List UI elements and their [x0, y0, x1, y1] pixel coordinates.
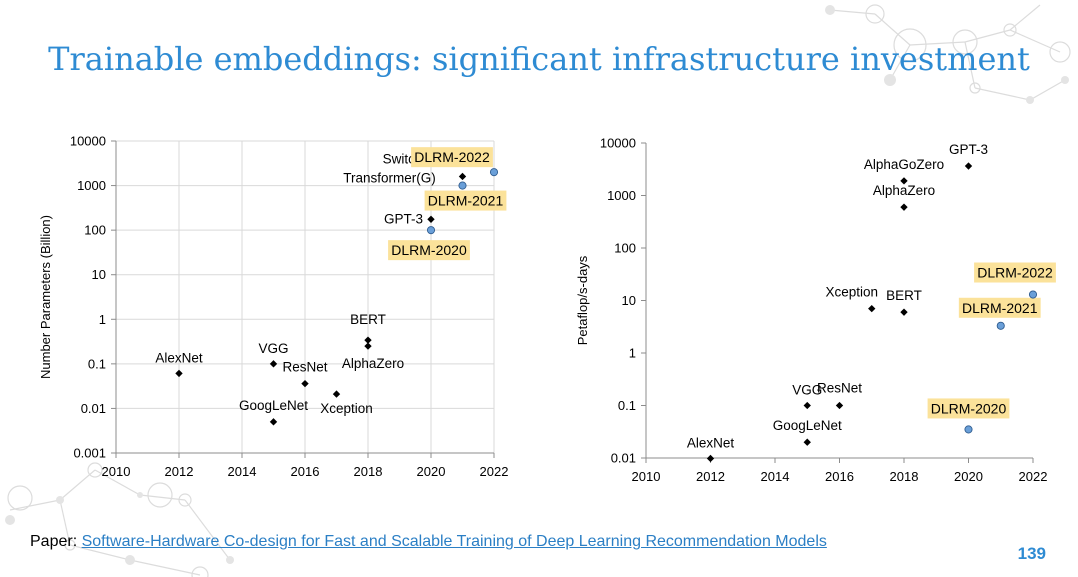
y-tick-label: 1000 — [607, 188, 636, 203]
y-tick-label: 0.01 — [81, 401, 106, 416]
data-point-dlrm — [996, 321, 1005, 330]
y-tick-label: 0.001 — [73, 446, 106, 461]
data-point — [301, 379, 309, 388]
data-label-highlight — [974, 262, 1056, 283]
page-number: 139 — [1017, 544, 1046, 563]
data-point — [803, 438, 811, 446]
y-axis-label: Number Parameters (Billion) — [38, 215, 53, 379]
data-label: AlphaGoZero — [864, 157, 944, 172]
data-point-dlrm — [426, 226, 436, 235]
data-point-dlrm — [964, 425, 973, 434]
data-label-highlight — [411, 147, 493, 168]
data-label: VGG — [792, 383, 822, 398]
chart-parameters: 0.001 0.01 0.1 1 10 100 1000 10000 2010 2012 2014 2… — [38, 134, 509, 480]
x-tick-label: 2012 — [165, 464, 194, 479]
data-label: AlphaZero — [873, 183, 935, 198]
data-point — [706, 454, 715, 463]
y-tick-label: 10 — [622, 293, 636, 308]
data-point — [900, 308, 908, 316]
paper-link[interactable]: Software-Hardware Co-design for Fast and… — [81, 533, 827, 550]
data-label: GoogLeNet — [773, 418, 842, 433]
data-point-dlrm — [489, 168, 499, 177]
y-axis-label: Petaflop/s-days — [575, 255, 590, 345]
data-label: Xception — [825, 285, 878, 300]
data-label-line: Transformer(G) — [343, 170, 436, 185]
data-point — [868, 304, 876, 313]
data-point — [427, 215, 435, 223]
data-label: DLRM-2020 — [931, 400, 1007, 416]
y-tick-label: 100 — [84, 223, 106, 238]
data-label: GPT-3 — [949, 142, 988, 157]
x-tick-label: 2020 — [417, 464, 446, 479]
data-point — [900, 203, 908, 211]
data-label: DLRM-2022 — [977, 265, 1053, 281]
x-tick-label: 2020 — [954, 469, 983, 484]
data-label: ResNet — [282, 360, 327, 375]
data-point — [175, 369, 183, 378]
x-tick-label: 2022 — [1019, 469, 1048, 484]
data-label: AlexNet — [687, 435, 735, 450]
x-tick-label: 2010 — [102, 464, 131, 479]
data-point — [332, 390, 341, 398]
data-label: DLRM-2021 — [962, 300, 1038, 316]
x-tick-label: 2022 — [480, 464, 509, 479]
data-label: GoogLeNet — [239, 398, 308, 413]
x-tick-label: 2014 — [761, 469, 790, 484]
data-point — [269, 360, 278, 368]
paper-citation: Paper: Software-Hardware Co-design for F… — [30, 533, 827, 551]
data-label: DLRM-2022 — [414, 149, 490, 165]
y-tick-label: 10000 — [70, 134, 106, 149]
data-point-dlrm — [1028, 290, 1038, 299]
data-label: AlexNet — [155, 350, 203, 365]
data-label-highlight — [958, 297, 1041, 318]
data-label: AlphaZero — [342, 356, 404, 371]
x-tick-label: 2010 — [632, 469, 661, 484]
data-label: DLRM-2020 — [391, 242, 467, 258]
data-point-dlrm — [458, 181, 467, 190]
y-tick-label: 0.1 — [88, 356, 106, 371]
data-label-highlight — [927, 398, 1010, 419]
chart-compute: 0.01 0.1 1 10 100 1000 10000 2010 2012 2014 2016 20… — [575, 136, 1056, 484]
data-point — [964, 162, 973, 170]
x-tick-label: 2016 — [825, 469, 854, 484]
y-tick-label: 10000 — [600, 136, 636, 151]
y-tick-label: 0.01 — [611, 451, 636, 466]
data-point — [835, 401, 844, 410]
data-label: VGG — [258, 341, 288, 356]
data-label: Xception — [320, 401, 373, 416]
paper-prefix: Paper: — [30, 533, 82, 550]
data-point — [803, 401, 811, 410]
y-tick-label: 10 — [92, 267, 106, 282]
y-tick-label: 100 — [614, 241, 636, 256]
data-point — [458, 172, 467, 181]
data-point — [269, 418, 278, 426]
x-tick-label: 2016 — [291, 464, 320, 479]
data-point — [364, 342, 372, 350]
data-label: ResNet — [817, 381, 862, 396]
x-tick-label: 2018 — [890, 469, 919, 484]
x-tick-label: 2018 — [354, 464, 383, 479]
x-tick-label: 2014 — [228, 464, 257, 479]
data-label: GPT-3 — [384, 211, 423, 226]
data-label-highlight — [388, 240, 470, 261]
data-label: BERT — [350, 312, 386, 327]
y-tick-label: 1000 — [77, 178, 106, 193]
data-label: BERT — [886, 288, 922, 303]
x-tick-label: 2012 — [696, 469, 725, 484]
y-tick-label: 1 — [629, 346, 636, 361]
y-tick-label: 0.1 — [618, 398, 636, 413]
data-label-highlight — [424, 190, 507, 211]
slide-title: Trainable embeddings: significant infras… — [48, 40, 1030, 78]
data-label: DLRM-2021 — [428, 193, 504, 209]
data-point — [364, 336, 372, 344]
y-tick-label: 1 — [99, 312, 106, 327]
